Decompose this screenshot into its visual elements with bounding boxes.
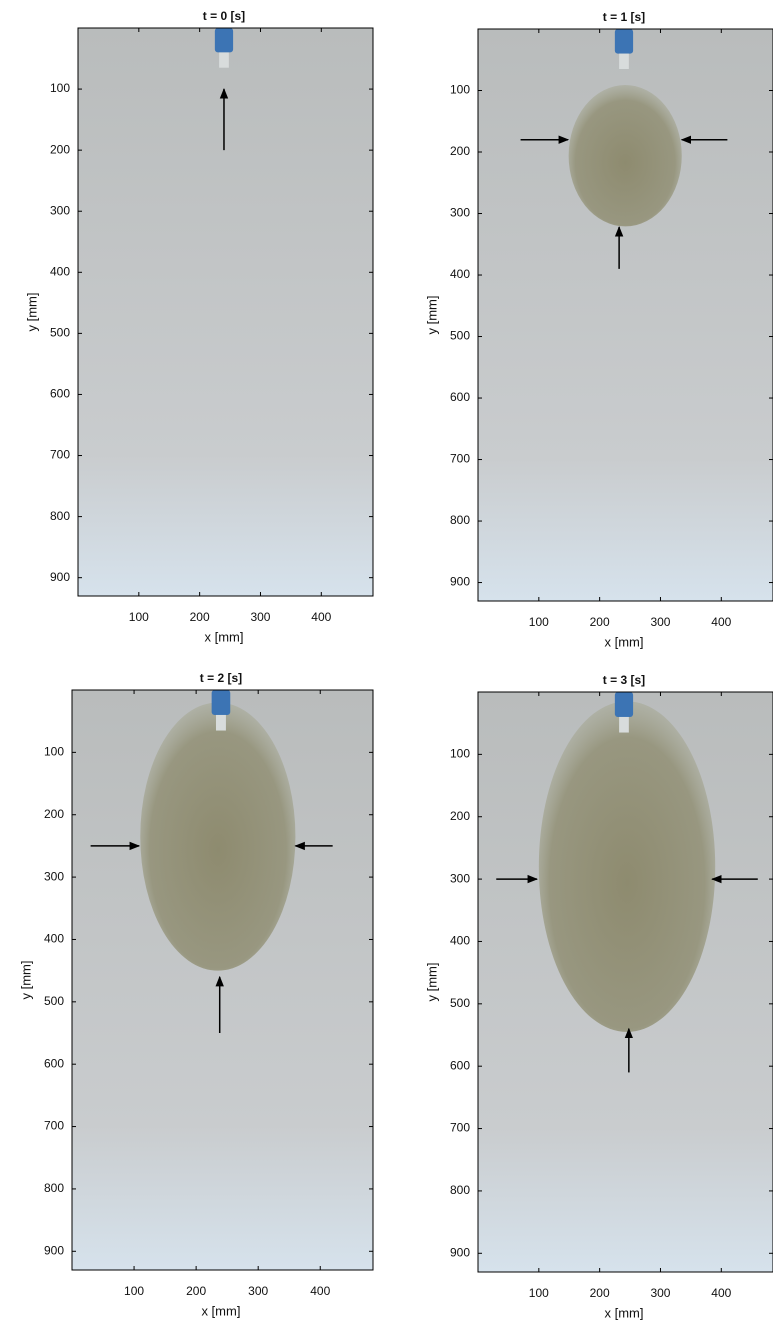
y-tick-label: 100: [50, 81, 70, 95]
y-tick-label: 300: [50, 203, 70, 217]
y-tick-label: 900: [450, 1245, 470, 1259]
x-tick-label: 300: [250, 610, 270, 624]
y-tick-label: 700: [450, 1121, 470, 1135]
y-tick-label: 600: [450, 390, 470, 404]
nozzle-tip: [619, 54, 629, 69]
y-tick-label: 500: [44, 994, 64, 1008]
y-tick-label: 300: [44, 869, 64, 883]
nozzle-tip: [216, 715, 226, 731]
x-tick-label: 200: [186, 1284, 206, 1298]
x-tick-label: 200: [590, 615, 610, 629]
y-tick-label: 100: [44, 745, 64, 759]
nozzle: [212, 690, 231, 715]
x-tick-label: 300: [650, 1286, 670, 1300]
x-tick-label: 200: [590, 1286, 610, 1300]
panel-title: t = 3 [s]: [603, 673, 645, 687]
figure: 100 200 300 400 500 600 700 800 900 100 200 300 400 t…: [0, 0, 773, 1329]
x-tick-label: 100: [129, 610, 149, 624]
y-axis-label: y [mm]: [424, 296, 439, 335]
nozzle-tip: [619, 717, 629, 733]
x-tick-label: 100: [124, 1284, 144, 1298]
y-tick-label: 100: [450, 747, 470, 761]
nozzle-tip: [219, 52, 229, 67]
x-tick-label: 400: [310, 1284, 330, 1298]
plume: [140, 702, 295, 970]
y-tick-label: 900: [50, 570, 70, 584]
photo-background: [78, 28, 373, 596]
nozzle: [215, 28, 233, 52]
x-axis-label: x [mm]: [204, 629, 243, 644]
y-tick-label: 500: [450, 996, 470, 1010]
y-tick-label: 900: [450, 575, 470, 589]
y-tick-label: 600: [50, 387, 70, 401]
x-tick-label: 400: [711, 1286, 731, 1300]
y-tick-label: 300: [450, 206, 470, 220]
y-tick-label: 400: [450, 934, 470, 948]
y-tick-label: 200: [50, 142, 70, 156]
y-axis-label: y [mm]: [424, 963, 439, 1002]
y-tick-label: 900: [44, 1243, 64, 1257]
x-tick-label: 300: [248, 1284, 268, 1298]
y-tick-label: 200: [450, 144, 470, 158]
plume: [539, 701, 715, 1032]
y-tick-label: 400: [450, 267, 470, 281]
x-axis-label: x [mm]: [604, 1305, 643, 1320]
x-tick-label: 200: [190, 610, 210, 624]
y-tick-label: 700: [450, 452, 470, 466]
panel: 100 200 300 400 500 600 700 800 900 100 200 300 400 t…: [424, 673, 773, 1320]
y-tick-label: 200: [450, 809, 470, 823]
x-axis-label: x [mm]: [604, 634, 643, 649]
nozzle: [615, 692, 633, 717]
y-axis-label: y [mm]: [24, 293, 39, 332]
y-tick-label: 700: [50, 448, 70, 462]
y-tick-label: 800: [450, 513, 470, 527]
panel: 100 200 300 400 500 600 700 800 900 100 200 300 400 t…: [24, 9, 373, 644]
y-tick-label: 600: [450, 1058, 470, 1072]
panel: 100 200 300 400 500 600 700 800 900 100 200 300 400 t…: [424, 10, 773, 649]
y-tick-label: 100: [450, 83, 470, 97]
y-tick-label: 800: [44, 1181, 64, 1195]
y-tick-label: 800: [450, 1183, 470, 1197]
y-tick-label: 400: [50, 264, 70, 278]
nozzle: [615, 29, 633, 54]
plume: [569, 85, 682, 226]
y-tick-label: 300: [450, 871, 470, 885]
x-tick-label: 400: [311, 610, 331, 624]
y-tick-label: 400: [44, 932, 64, 946]
y-axis-label: y [mm]: [18, 961, 33, 1000]
y-tick-label: 800: [50, 509, 70, 523]
panel-title: t = 2 [s]: [200, 671, 242, 685]
y-tick-label: 500: [50, 326, 70, 340]
x-axis-label: x [mm]: [201, 1303, 240, 1318]
x-tick-label: 400: [711, 615, 731, 629]
y-tick-label: 200: [44, 807, 64, 821]
panel-title: t = 1 [s]: [603, 10, 645, 24]
y-tick-label: 700: [44, 1119, 64, 1133]
x-tick-label: 100: [529, 615, 549, 629]
panel-title: t = 0 [s]: [203, 9, 245, 23]
x-tick-label: 100: [529, 1286, 549, 1300]
panel: 100 200 300 400 500 600 700 800 900 100 200 300 400 t…: [18, 671, 373, 1318]
y-tick-label: 600: [44, 1056, 64, 1070]
x-tick-label: 300: [650, 615, 670, 629]
y-tick-label: 500: [450, 329, 470, 343]
